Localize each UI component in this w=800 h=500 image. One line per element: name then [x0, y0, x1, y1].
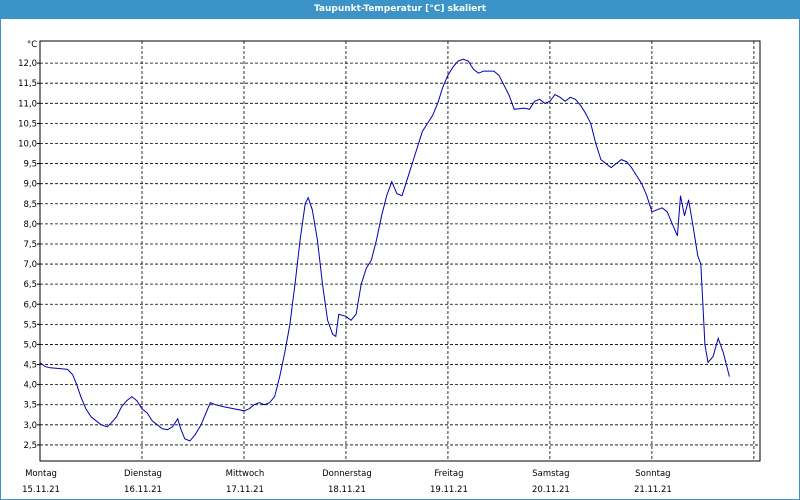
y-tick-label: 9,0 [23, 180, 37, 190]
y-tick-label: 7,5 [23, 240, 37, 250]
x-tick-date: 17.11.21 [226, 485, 264, 495]
y-tick-label: 11,5 [18, 79, 37, 89]
x-tick-weekday: Sonntag [635, 469, 670, 479]
y-tick-label: 5,5 [23, 320, 37, 330]
y-tick-label: 4,0 [23, 381, 37, 391]
x-tick-weekday: Freitag [434, 469, 463, 479]
x-tick-weekday: Donnerstag [322, 469, 372, 479]
plot-area [39, 40, 761, 462]
y-tick-label: 10,5 [18, 119, 37, 129]
y-axis-unit: °C [27, 40, 37, 50]
x-tick-date: 20.11.21 [532, 485, 570, 495]
x-tick-weekday: Montag [25, 469, 57, 479]
y-tick-label: 8,0 [23, 220, 37, 230]
x-tick-weekday: Mittwoch [226, 469, 265, 479]
y-tick-label: 6,0 [23, 300, 37, 310]
x-tick-date: 16.11.21 [124, 485, 162, 495]
x-tick-date: 21.11.21 [634, 485, 672, 495]
y-tick-label: 3,5 [23, 401, 37, 411]
y-tick-label: 4,5 [23, 361, 37, 371]
window-title: Taupunkt-Temperatur [°C] skaliert [0, 0, 800, 19]
y-tick-label: 3,0 [23, 421, 37, 431]
series-line [39, 58, 730, 442]
x-tick-date: 15.11.21 [22, 485, 60, 495]
y-tick-label: 2,5 [23, 441, 37, 451]
y-tick-label: 5,0 [23, 340, 37, 350]
y-tick-label: 8,5 [23, 200, 37, 210]
y-tick-label: 9,5 [23, 160, 37, 170]
x-tick-weekday: Dienstag [124, 469, 162, 479]
x-tick-date: 19.11.21 [430, 485, 468, 495]
y-tick-label: 10,0 [18, 139, 37, 149]
y-tick-label: 12,0 [18, 59, 37, 69]
y-tick-label: 7,0 [23, 260, 37, 270]
y-tick-label: 6,5 [23, 280, 37, 290]
x-tick-weekday: Samstag [532, 469, 569, 479]
x-tick-date: 18.11.21 [328, 485, 366, 495]
y-tick-label: 11,0 [18, 99, 37, 109]
